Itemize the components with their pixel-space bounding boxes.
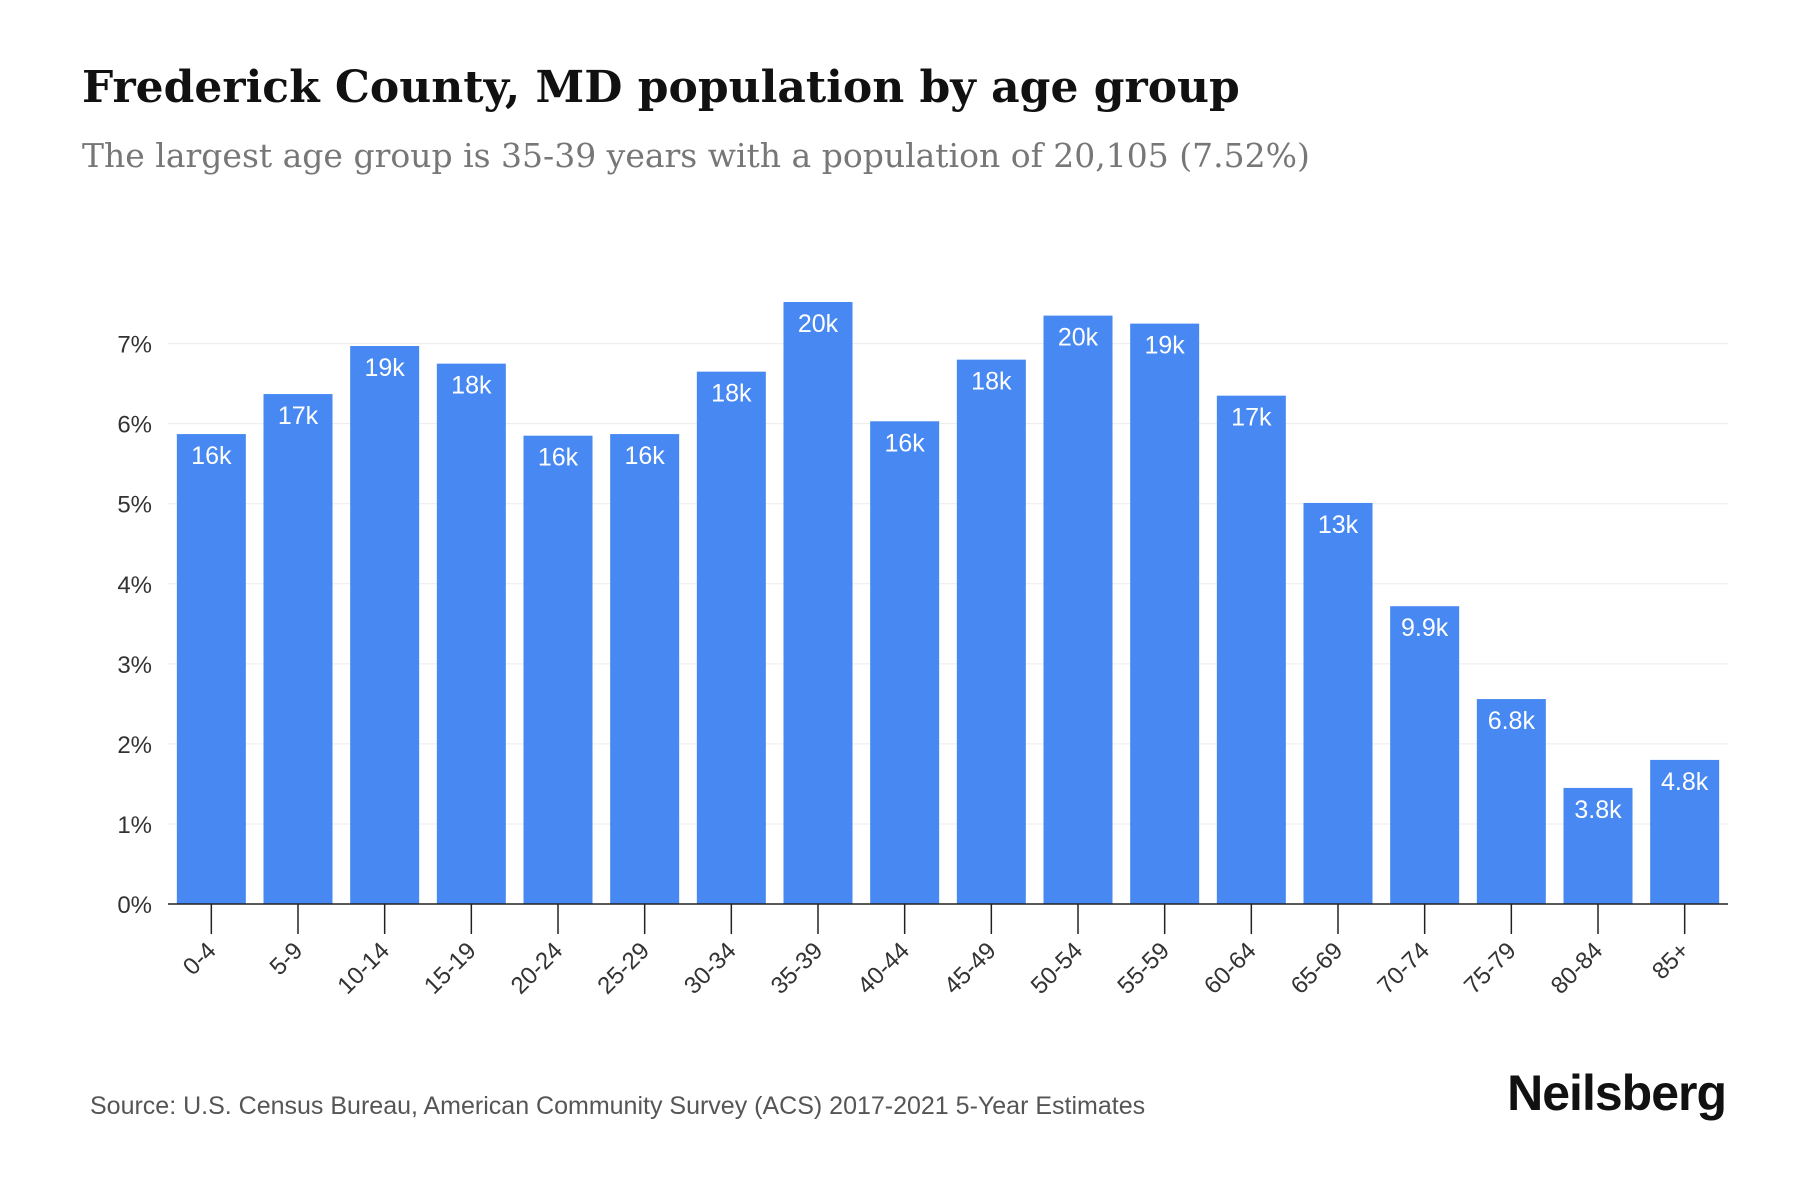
x-tick-label: 45-49	[939, 937, 1002, 1000]
x-tick-label: 70-74	[1372, 937, 1435, 1000]
y-tick-label: 6%	[117, 412, 152, 439]
bar-60-64	[1216, 395, 1286, 904]
bar-30-34	[696, 371, 766, 905]
data-labels: 16k 17k 19k 18k 16k 16k 18k 20k 16k 18k 20k 19k 17k 1…	[191, 310, 1709, 824]
y-tick-label: 5%	[117, 492, 152, 519]
bar-65-69	[1303, 502, 1373, 904]
x-tick-label: 15-19	[419, 937, 482, 1000]
x-axis-ticks: 0-4 5-9 10-14 15-19 20-24 25-29 30-34 35-39 40-4…	[178, 904, 1695, 1000]
data-label: 19k	[1145, 332, 1186, 360]
x-tick-label: 30-34	[679, 937, 742, 1000]
data-label: 3.8k	[1574, 796, 1622, 824]
data-label: 18k	[451, 372, 492, 400]
y-tick-label: 7%	[117, 332, 152, 359]
bar-40-44	[870, 421, 940, 904]
bar-45-49	[956, 359, 1026, 904]
y-tick-label: 3%	[117, 652, 152, 679]
y-tick-label: 2%	[117, 732, 152, 759]
bar-20-24	[523, 435, 593, 904]
bar-5-9	[263, 394, 333, 904]
data-label: 20k	[1058, 324, 1099, 352]
data-label: 20k	[798, 310, 839, 338]
y-tick-label: 4%	[117, 572, 152, 599]
bar-35-39	[783, 302, 853, 904]
y-tick-label: 0%	[117, 892, 152, 919]
brand-logo: Neilsberg	[1507, 1065, 1727, 1121]
x-tick-label: 60-64	[1199, 937, 1262, 1000]
x-tick-label: 75-79	[1459, 937, 1522, 1000]
x-tick-label: 25-29	[592, 937, 655, 1000]
bar-55-59	[1130, 323, 1200, 904]
bar-50-54	[1043, 315, 1113, 905]
data-label: 18k	[971, 368, 1012, 396]
bar-70-74	[1390, 606, 1460, 904]
data-label: 19k	[365, 354, 406, 382]
gridlines	[168, 343, 1728, 825]
bar-chart: 0% 1% 2% 3% 4% 5% 6% 7% 16k 17k 19k 18k 16k 16k 18k 20…	[117, 302, 1728, 1000]
x-tick-label: 65-69	[1286, 937, 1349, 1000]
data-label: 6.8k	[1488, 707, 1536, 735]
bar-75-79	[1476, 699, 1546, 904]
source-note: Source: U.S. Census Bureau, American Com…	[90, 1092, 1146, 1120]
y-tick-label: 1%	[117, 812, 152, 839]
y-axis-ticks: 0% 1% 2% 3% 4% 5% 6% 7%	[117, 332, 152, 919]
x-tick-label: 5-9	[265, 937, 309, 981]
data-label: 17k	[1231, 404, 1272, 432]
chart-subtitle: The largest age group is 35-39 years wit…	[82, 136, 1310, 175]
bar-10-14	[350, 346, 420, 904]
x-tick-label: 80-84	[1546, 937, 1609, 1000]
bars	[176, 302, 1720, 905]
data-label: 16k	[191, 442, 232, 470]
bar-25-29	[610, 434, 680, 904]
data-label: 13k	[1318, 511, 1359, 539]
x-tick-label: 40-44	[852, 937, 915, 1000]
data-label: 16k	[538, 444, 579, 472]
x-tick-label: 85+	[1647, 937, 1695, 985]
bar-80-84	[1563, 787, 1633, 904]
bar-15-19	[436, 363, 506, 904]
x-tick-label: 55-59	[1112, 937, 1175, 1000]
data-label: 18k	[711, 380, 752, 408]
data-label: 16k	[625, 442, 666, 470]
x-tick-label: 50-54	[1026, 937, 1089, 1000]
bar-85+	[1650, 759, 1720, 904]
x-tick-label: 0-4	[178, 937, 222, 981]
data-label: 9.9k	[1401, 614, 1449, 642]
x-tick-label: 20-24	[506, 937, 569, 1000]
chart-title: Frederick County, MD population by age g…	[82, 62, 1240, 113]
data-label: 17k	[278, 402, 319, 430]
bar-0-4	[176, 434, 246, 904]
x-tick-label: 35-39	[766, 937, 829, 1000]
x-tick-label: 10-14	[332, 937, 395, 1000]
data-label: 4.8k	[1661, 768, 1709, 796]
data-label: 16k	[885, 429, 926, 457]
